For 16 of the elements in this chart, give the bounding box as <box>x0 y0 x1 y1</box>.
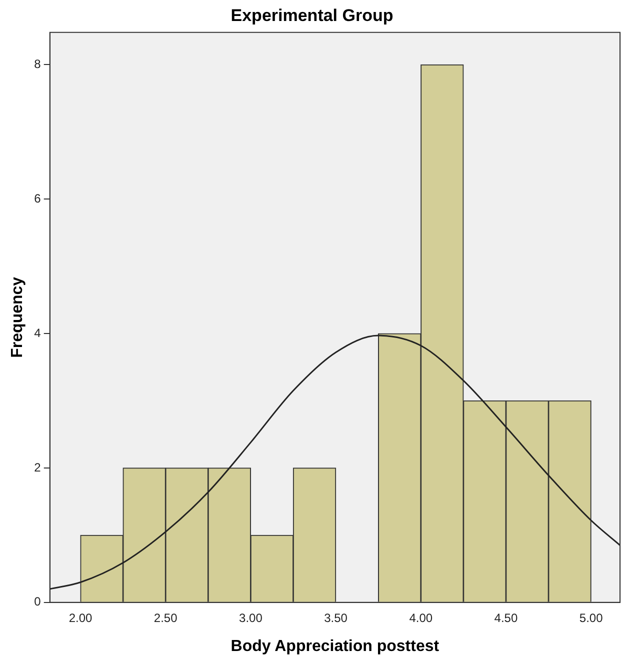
x-tick-label: 4.00 <box>409 610 433 625</box>
y-tick-label: 6 <box>34 191 42 206</box>
chart-title: Experimental Group <box>230 6 394 25</box>
x-tick-label: 3.00 <box>239 610 263 625</box>
x-tick-label: 5.00 <box>579 610 604 625</box>
x-tick-label: 2.00 <box>68 610 93 625</box>
x-tick-label: 2.50 <box>154 610 178 625</box>
y-tick-label: 4 <box>34 326 42 340</box>
x-axis-title: Body Appreciation posttest <box>230 638 440 655</box>
y-tick-label: 2 <box>34 460 42 474</box>
x-tick-label: 3.50 <box>324 610 348 625</box>
y-axis-title: Frequency <box>9 276 26 358</box>
y-tick-label: 8 <box>34 56 42 71</box>
x-tick-label: 4.50 <box>494 610 518 625</box>
y-tick-label: 0 <box>34 594 42 609</box>
line-series <box>50 334 620 590</box>
